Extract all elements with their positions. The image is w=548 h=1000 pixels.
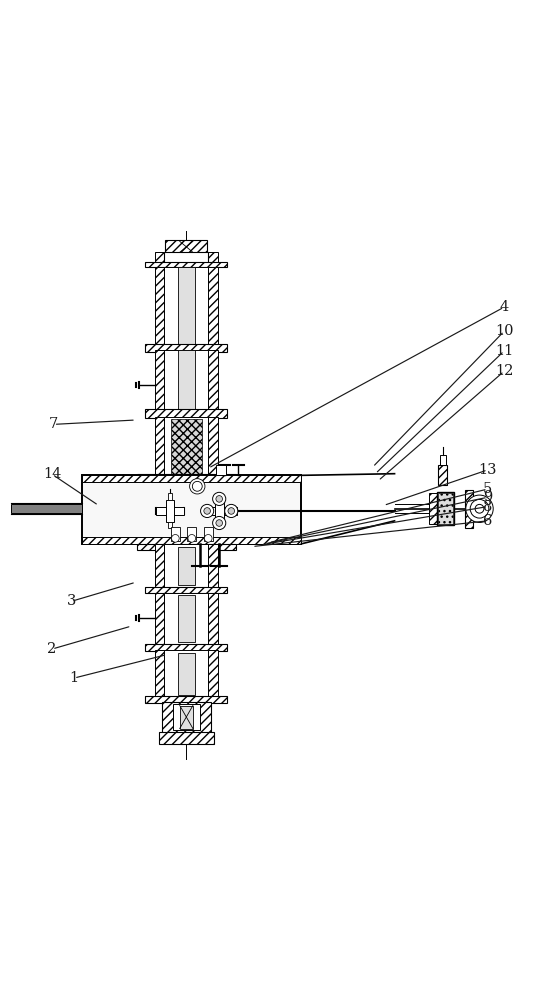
Bar [155,350,164,410]
Circle shape [225,504,238,518]
Text: 13: 13 [478,463,497,477]
Bar [145,344,227,352]
Bar [155,593,164,645]
Bar [164,650,208,697]
Circle shape [201,504,214,518]
Bar [208,593,218,645]
Bar [145,262,227,267]
Bar [82,475,301,544]
Bar [202,507,237,515]
Bar [465,490,473,528]
Text: 12: 12 [495,364,513,378]
Circle shape [204,535,212,542]
Bar [164,267,208,347]
Bar [82,537,301,544]
Bar [155,252,164,263]
Bar [178,267,195,347]
Bar [137,544,236,550]
Bar [216,465,226,475]
Text: 2: 2 [48,642,56,656]
Bar [208,350,218,410]
Circle shape [204,508,210,514]
Bar [164,252,208,263]
Bar [168,522,172,528]
Circle shape [172,535,179,542]
Text: 7: 7 [49,417,58,431]
Bar [11,504,82,513]
Bar [155,267,164,347]
Bar [137,474,236,480]
Bar [145,644,227,651]
Circle shape [188,535,196,542]
Circle shape [192,481,202,491]
Circle shape [213,492,226,505]
Circle shape [216,520,222,526]
Text: 11: 11 [495,344,513,358]
Bar [178,350,195,410]
Bar [208,417,218,475]
Bar [208,252,218,263]
Bar [155,417,164,475]
Text: 8: 8 [483,500,493,514]
Bar [437,492,454,525]
Text: 14: 14 [43,467,61,481]
Text: 9: 9 [483,490,492,504]
Bar [208,544,218,588]
Bar [215,496,224,526]
Text: 5: 5 [483,482,492,496]
Bar [178,595,195,642]
Bar [204,527,213,541]
Bar [155,650,164,697]
Bar [155,544,164,588]
Bar [156,507,184,515]
Bar [164,544,208,588]
Bar [162,702,211,733]
Bar [166,500,174,522]
Text: 6: 6 [483,514,493,528]
Bar [164,417,208,475]
Circle shape [190,479,205,494]
Bar [145,587,227,593]
Bar [187,527,196,541]
Bar [429,493,437,524]
Circle shape [213,516,226,530]
Bar [178,653,195,695]
Bar [440,455,446,465]
Bar [159,732,214,744]
Text: 4: 4 [500,300,509,314]
Bar [171,527,180,541]
Bar [82,475,301,482]
Bar [178,547,195,585]
Text: 3: 3 [66,594,76,608]
Bar [173,704,200,730]
Bar [438,493,453,524]
Circle shape [216,496,222,502]
Circle shape [470,499,489,518]
Bar [164,350,208,410]
Bar [145,409,227,418]
Circle shape [466,495,493,522]
Text: 1: 1 [70,671,78,685]
Bar [168,493,172,500]
Text: 10: 10 [495,324,513,338]
Bar [208,267,218,347]
Bar [164,593,208,645]
Bar [145,696,227,703]
Circle shape [475,504,484,513]
Circle shape [228,508,235,514]
Bar [165,240,207,253]
Bar [208,650,218,697]
Bar [180,706,193,729]
Bar [171,419,202,474]
Bar [438,465,447,485]
